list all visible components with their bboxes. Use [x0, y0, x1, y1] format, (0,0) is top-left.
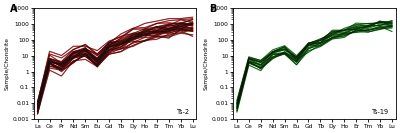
Text: Ts-2: Ts-2 — [176, 109, 190, 115]
Y-axis label: Sample/Chondrite: Sample/Chondrite — [4, 37, 9, 90]
Text: A: A — [10, 4, 17, 14]
Text: Ts-19: Ts-19 — [372, 109, 389, 115]
Y-axis label: Sample/Chondrite: Sample/Chondrite — [204, 37, 208, 90]
Text: B: B — [209, 4, 216, 14]
